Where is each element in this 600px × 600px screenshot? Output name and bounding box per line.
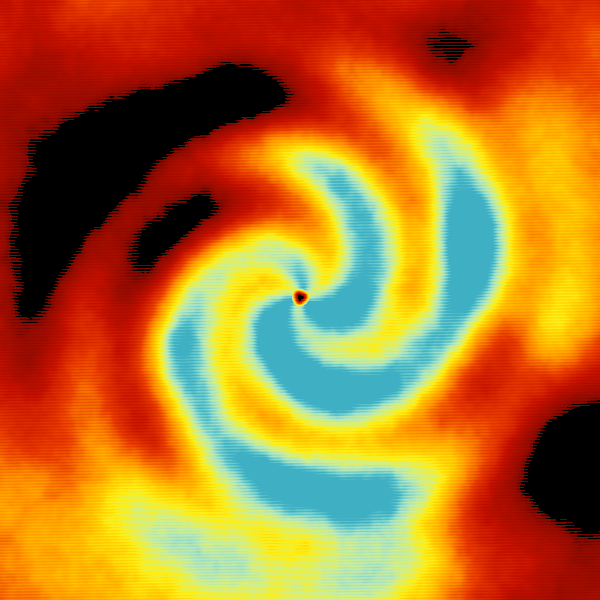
enhanced-infrared-satellite-image	[0, 0, 600, 600]
satellite-image-viewport	[0, 0, 600, 600]
